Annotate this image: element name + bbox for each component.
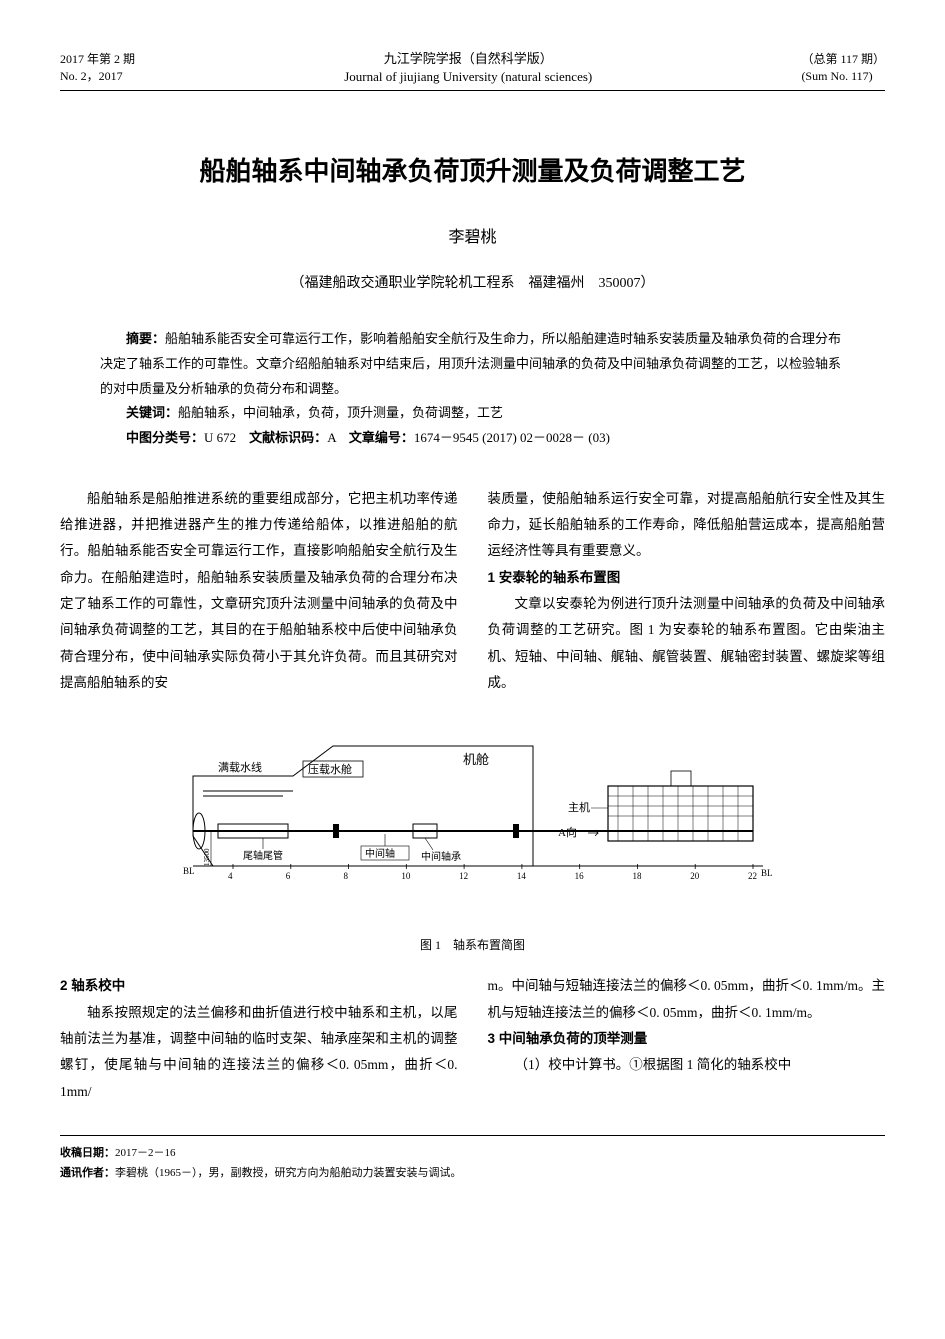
shaft-layout-diagram: 满载水线 压载水舱 机舱 13500 尾轴尾管 中间轴 中间轴承 A向	[163, 716, 783, 926]
svg-text:18: 18	[632, 871, 642, 881]
intermediate-bearing-label: 中间轴承	[421, 850, 461, 863]
journal-title-cn: 九江学院学报（自然科学版）	[344, 50, 592, 68]
body-columns-bottom: 2 轴系校中 轴系按照规定的法兰偏移和曲折值进行校中轴系和主机，以尾轴前法兰为基…	[60, 973, 885, 1105]
section-2-paragraph: 轴系按照规定的法兰偏移和曲折值进行校中轴系和主机，以尾轴前法兰为基准，调整中间轴…	[60, 1000, 458, 1105]
svg-text:10: 10	[401, 871, 411, 881]
main-engine-label: 主机	[568, 800, 590, 814]
section-3-title: 3 中间轴承负荷的顶举测量	[488, 1026, 886, 1052]
header-center: 九江学院学报（自然科学版） Journal of jiujiang Univer…	[344, 50, 592, 86]
svg-text:22: 22	[748, 871, 757, 881]
column-right-bottom: m。中间轴与短轴连接法兰的偏移＜0. 05mm，曲折＜0. 1mm/m。主机与短…	[488, 973, 886, 1105]
page-footer: 收稿日期：2017－2－16 通讯作者：李碧桃（1965－），男，副教授，研究方…	[60, 1135, 885, 1184]
corresponding-author: 通讯作者：李碧桃（1965－），男，副教授，研究方向为船舶动力装置安装与调试。	[60, 1164, 885, 1184]
svg-text:16: 16	[574, 871, 584, 881]
section-2-title: 2 轴系校中	[60, 973, 458, 999]
svg-text:20: 20	[690, 871, 700, 881]
clc-label: 中图分类号：	[126, 430, 204, 445]
column-right-top: 装质量，使船舶轴系运行安全可靠，对提高船舶航行安全性及其生命力，延长船舶轴系的工…	[488, 486, 886, 697]
article-id-value: 1674－9545 (2017) 02－0028－ (03)	[414, 430, 610, 445]
column-left-top: 船舶轴系是船舶推进系统的重要组成部分，它把主机功率传递给推进器，并把推进器产生的…	[60, 486, 458, 697]
section-1-title: 1 安泰轮的轴系布置图	[488, 565, 886, 591]
issue-year: 2017 年第 2 期	[60, 51, 135, 68]
total-issue-en: (Sum No. 117)	[801, 68, 885, 85]
intro-paragraph-1: 船舶轴系是船舶推进系统的重要组成部分，它把主机功率传递给推进器，并把推进器产生的…	[60, 486, 458, 697]
keywords-label: 关键词：	[126, 405, 178, 420]
stern-tube-label: 尾轴尾管	[243, 849, 283, 862]
article-title: 船舶轴系中间轴承负荷顶升测量及负荷调整工艺	[60, 151, 885, 188]
classification-line: 中图分类号：U 672 文献标识码：A 文章编号：1674－9545 (2017…	[100, 426, 845, 451]
issue-number: No. 2，2017	[60, 68, 135, 85]
abstract-paragraph: 摘要：船舶轴系能否安全可靠运行工作，影响着船舶安全航行及生命力，所以船舶建造时轴…	[100, 327, 845, 401]
abstract-text: 船舶轴系能否安全可靠运行工作，影响着船舶安全航行及生命力，所以船舶建造时轴系安装…	[100, 331, 841, 395]
doc-code-value: A	[327, 430, 336, 445]
x-axis-ticks: 4 6 8 10 12 14 16 18 20 22	[228, 864, 757, 881]
author-affiliation: （福建船政交通职业学院轮机工程系 福建福州 350007）	[60, 272, 885, 292]
waterline-label: 满载水线	[218, 760, 262, 774]
bl-left: BL	[183, 866, 195, 876]
page-header: 2017 年第 2 期 No. 2，2017 九江学院学报（自然科学版） Jou…	[60, 50, 885, 91]
a-direction-label: A向	[558, 825, 577, 839]
section-2-continuation: m。中间轴与短轴连接法兰的偏移＜0. 05mm，曲折＜0. 1mm/m。主机与短…	[488, 973, 886, 1026]
clc-value: U 672	[204, 430, 236, 445]
keywords-text: 船舶轴系，中间轴承，负荷，顶升测量，负荷调整，工艺	[178, 405, 503, 420]
figure-1: 满载水线 压载水舱 机舱 13500 尾轴尾管 中间轴 中间轴承 A向	[60, 716, 885, 953]
article-id-label: 文章编号：	[349, 430, 414, 445]
total-issue-cn: （总第 117 期）	[801, 51, 885, 68]
section-1-paragraph: 文章以安泰轮为例进行顶升法测量中间轴承的负荷及中间轴承负荷调整的工艺研究。图 1…	[488, 591, 886, 696]
author-name: 李碧桃	[60, 223, 885, 247]
svg-text:4: 4	[228, 871, 233, 881]
intermediate-shaft-label: 中间轴	[365, 847, 395, 860]
bl-right: BL	[761, 868, 773, 878]
intro-paragraph-2: 装质量，使船舶轴系运行安全可靠，对提高船舶航行安全性及其生命力，延长船舶轴系的工…	[488, 486, 886, 565]
received-date-label: 收稿日期：	[60, 1147, 115, 1159]
abstract-block: 摘要：船舶轴系能否安全可靠运行工作，影响着船舶安全航行及生命力，所以船舶建造时轴…	[60, 327, 885, 450]
received-date: 收稿日期：2017－2－16	[60, 1144, 885, 1164]
ballast-label: 压载水舱	[308, 762, 352, 776]
height-dim: 13500	[203, 848, 211, 866]
svg-text:12: 12	[459, 871, 468, 881]
journal-title-en: Journal of jiujiang University (natural …	[344, 68, 592, 86]
abstract-label: 摘要：	[126, 331, 165, 346]
body-columns-top: 船舶轴系是船舶推进系统的重要组成部分，它把主机功率传递给推进器，并把推进器产生的…	[60, 486, 885, 697]
header-left: 2017 年第 2 期 No. 2，2017	[60, 51, 135, 85]
doc-code-label: 文献标识码：	[249, 430, 327, 445]
figure-1-caption: 图 1 轴系布置简图	[60, 936, 885, 953]
section-3-paragraph: （1）校中计算书。①根据图 1 简化的轴系校中	[488, 1052, 886, 1078]
header-right: （总第 117 期） (Sum No. 117)	[801, 51, 885, 85]
svg-text:6: 6	[285, 871, 290, 881]
svg-text:14: 14	[516, 871, 526, 881]
corresponding-author-value: 李碧桃（1965－），男，副教授，研究方向为船舶动力装置安装与调试。	[115, 1167, 462, 1179]
keywords-line: 关键词：船舶轴系，中间轴承，负荷，顶升测量，负荷调整，工艺	[100, 401, 845, 426]
svg-text:8: 8	[343, 871, 348, 881]
corresponding-author-label: 通讯作者：	[60, 1167, 115, 1179]
received-date-value: 2017－2－16	[115, 1147, 176, 1159]
column-left-bottom: 2 轴系校中 轴系按照规定的法兰偏移和曲折值进行校中轴系和主机，以尾轴前法兰为基…	[60, 973, 458, 1105]
engine-room-label: 机舱	[463, 752, 489, 767]
